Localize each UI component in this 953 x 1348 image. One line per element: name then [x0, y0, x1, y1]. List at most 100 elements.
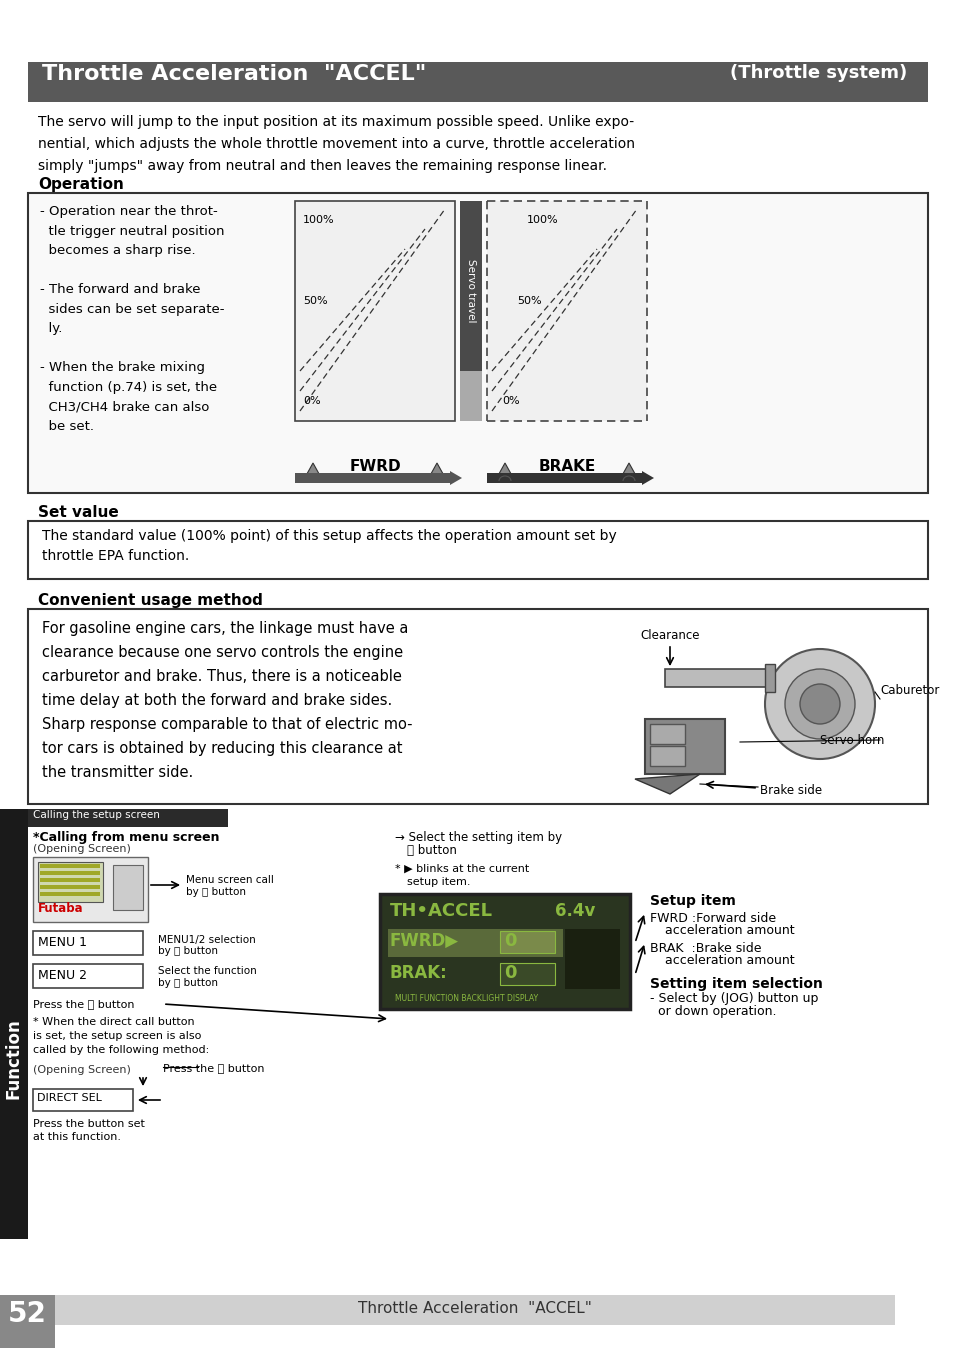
Polygon shape: [635, 774, 700, 794]
Text: function (p.74) is set, the: function (p.74) is set, the: [40, 380, 217, 394]
Bar: [649, 724, 684, 744]
Text: → Select the setting item by: → Select the setting item by: [395, 830, 561, 844]
Text: Clearance: Clearance: [639, 630, 699, 642]
Bar: [510, 473, 518, 483]
Bar: [388, 473, 395, 483]
Text: by ⓙ button: by ⓙ button: [186, 887, 246, 896]
Bar: [28, 193, 927, 493]
Text: time delay at both the forward and brake sides.: time delay at both the forward and brake…: [42, 693, 392, 708]
Text: Servo horn: Servo horn: [820, 735, 883, 747]
Circle shape: [764, 648, 874, 759]
Bar: [0, 809, 28, 1239]
Text: - Select by (JOG) button up: - Select by (JOG) button up: [649, 992, 818, 1006]
Text: TH•ACCEL: TH•ACCEL: [390, 902, 493, 919]
Bar: [38, 861, 103, 902]
Text: *Calling from menu screen: *Calling from menu screen: [33, 830, 219, 844]
Bar: [644, 718, 724, 774]
Bar: [341, 473, 350, 483]
Polygon shape: [495, 462, 515, 481]
Bar: [356, 473, 365, 483]
Text: 0: 0: [503, 931, 516, 950]
Text: Brake side: Brake side: [760, 785, 821, 797]
Text: FWRD▶: FWRD▶: [390, 931, 458, 950]
Bar: [40, 864, 100, 868]
Bar: [486, 201, 646, 421]
Text: DIRECT SEL: DIRECT SEL: [37, 1093, 102, 1103]
Polygon shape: [303, 462, 323, 481]
Text: BRAK  :Brake side: BRAK :Brake side: [649, 942, 760, 954]
Bar: [618, 473, 626, 483]
Bar: [499, 962, 555, 985]
Text: ⓙ button: ⓙ button: [407, 844, 456, 857]
Bar: [302, 473, 311, 483]
Bar: [40, 871, 100, 875]
Text: MULTI FUNCTION BACKLIGHT DISPLAY: MULTI FUNCTION BACKLIGHT DISPLAY: [395, 993, 537, 1003]
FancyArrow shape: [294, 470, 461, 485]
Text: Press the button set: Press the button set: [33, 1119, 145, 1130]
Text: - Operation near the throt-: - Operation near the throt-: [40, 205, 217, 218]
Bar: [557, 473, 564, 483]
Bar: [28, 809, 228, 828]
Bar: [364, 473, 373, 483]
Text: (Opening Screen): (Opening Screen): [33, 1065, 131, 1074]
Bar: [403, 473, 412, 483]
Text: or down operation.: or down operation.: [649, 1006, 776, 1018]
Text: 100%: 100%: [303, 214, 335, 225]
Bar: [525, 473, 534, 483]
Text: is set, the setup screen is also: is set, the setup screen is also: [33, 1031, 201, 1041]
Text: For gasoline engine cars, the linkage must have a: For gasoline engine cars, the linkage mu…: [42, 621, 408, 636]
Bar: [517, 473, 526, 483]
Text: Sharp response comparable to that of electric mo-: Sharp response comparable to that of ele…: [42, 717, 412, 732]
Bar: [294, 201, 455, 421]
Text: Convenient usage method: Convenient usage method: [38, 593, 263, 608]
Bar: [112, 865, 143, 910]
Text: MENU 1: MENU 1: [38, 936, 87, 949]
Bar: [548, 473, 557, 483]
Text: Press the ⓙ button: Press the ⓙ button: [163, 1064, 264, 1073]
Bar: [40, 878, 100, 882]
Text: Throttle Acceleration  "ACCEL": Throttle Acceleration "ACCEL": [42, 63, 426, 84]
Bar: [764, 665, 774, 692]
Bar: [572, 473, 579, 483]
Text: at this function.: at this function.: [33, 1132, 121, 1142]
Bar: [349, 473, 357, 483]
Bar: [540, 473, 549, 483]
Bar: [294, 473, 303, 483]
Text: setup item.: setup item.: [407, 878, 470, 887]
FancyArrow shape: [486, 470, 654, 485]
Text: MENU1/2 selection: MENU1/2 selection: [158, 936, 255, 945]
Text: Menu screen call: Menu screen call: [186, 875, 274, 886]
Text: Calling the setup screen: Calling the setup screen: [33, 810, 160, 820]
Bar: [28, 609, 927, 803]
Text: FWRD :Forward side: FWRD :Forward side: [649, 913, 776, 925]
Text: Select the function: Select the function: [158, 967, 256, 976]
Text: throttle EPA function.: throttle EPA function.: [42, 549, 189, 563]
Bar: [395, 473, 403, 483]
Text: Set value: Set value: [38, 506, 118, 520]
Bar: [0, 1295, 55, 1348]
Bar: [379, 894, 629, 1010]
Text: tor cars is obtained by reducing this clearance at: tor cars is obtained by reducing this cl…: [42, 741, 402, 756]
Bar: [626, 473, 634, 483]
Text: acceleration amount: acceleration amount: [664, 954, 794, 967]
Text: becomes a sharp rise.: becomes a sharp rise.: [40, 244, 195, 257]
Bar: [411, 473, 419, 483]
Bar: [318, 473, 326, 483]
Text: 0%: 0%: [303, 396, 320, 406]
Bar: [28, 520, 927, 580]
Text: Caburetor: Caburetor: [879, 683, 939, 697]
Text: BRAKE: BRAKE: [537, 460, 595, 474]
Text: Operation: Operation: [38, 177, 124, 191]
Text: Setup item: Setup item: [649, 894, 735, 909]
Text: The standard value (100% point) of this setup affects the operation amount set b: The standard value (100% point) of this …: [42, 528, 616, 543]
Bar: [426, 473, 435, 483]
Text: sides can be set separate-: sides can be set separate-: [40, 302, 224, 315]
Bar: [564, 473, 572, 483]
Bar: [40, 892, 100, 896]
Text: 0: 0: [503, 964, 516, 981]
Text: be set.: be set.: [40, 419, 94, 433]
Text: nential, which adjusts the whole throttle movement into a curve, throttle accele: nential, which adjusts the whole throttl…: [38, 137, 635, 151]
Bar: [649, 745, 684, 766]
Text: simply "jumps" away from neutral and then leaves the remaining response linear.: simply "jumps" away from neutral and the…: [38, 159, 606, 173]
Text: 50%: 50%: [517, 297, 541, 306]
